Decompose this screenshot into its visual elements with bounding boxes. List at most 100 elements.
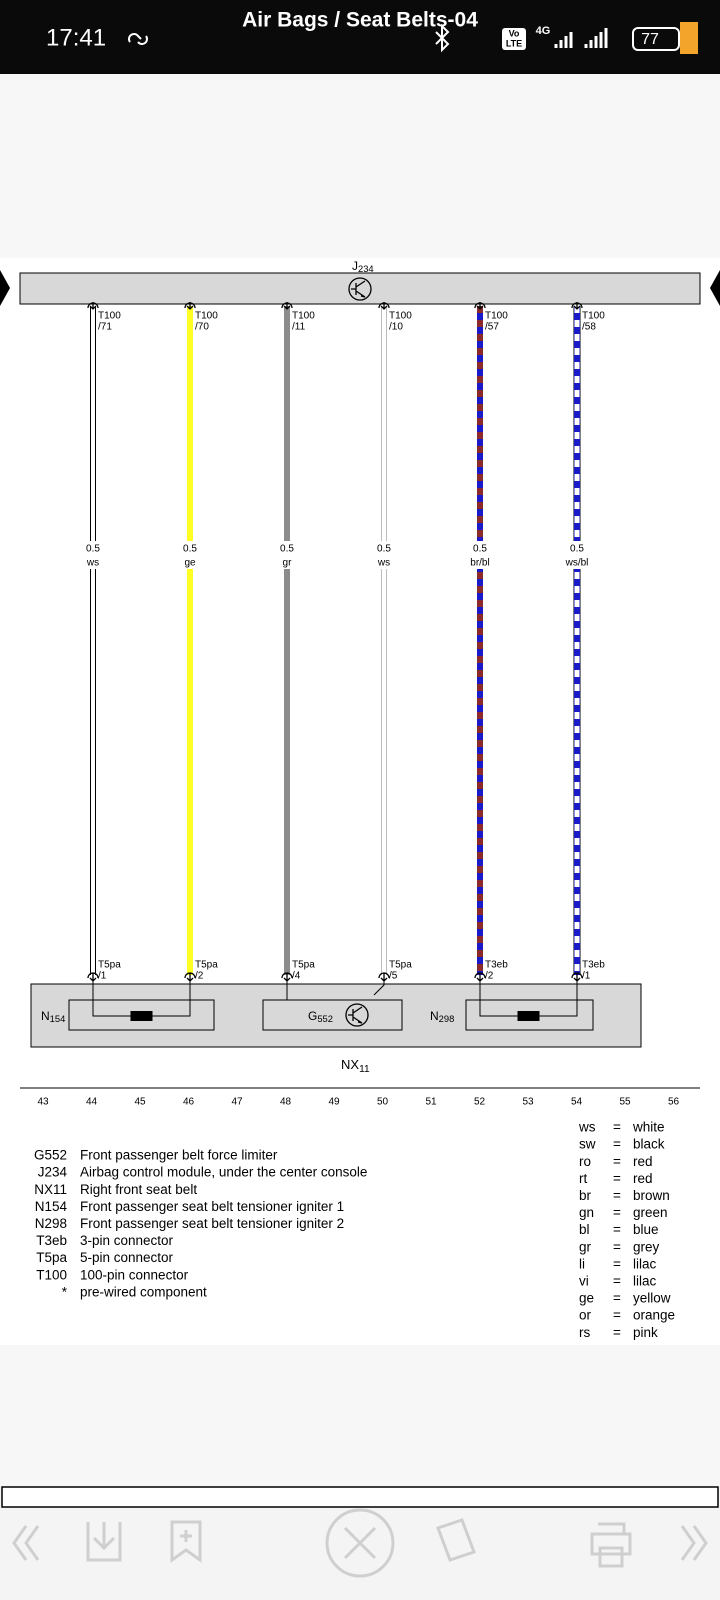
bottom-pin-label: /1 bbox=[98, 971, 107, 982]
color-code: or bbox=[579, 1308, 592, 1323]
legend-description: 100-pin connector bbox=[80, 1267, 189, 1282]
top-pin-label: /71 bbox=[98, 322, 112, 333]
legend-description: Front passenger belt force limiter bbox=[80, 1148, 278, 1163]
component-label: N298 bbox=[430, 1009, 454, 1024]
rotate-button[interactable] bbox=[436, 1518, 476, 1562]
column-number: 53 bbox=[522, 1097, 534, 1108]
legend-description: pre-wired component bbox=[80, 1284, 207, 1299]
column-number: 44 bbox=[86, 1097, 98, 1108]
bottom-connector: T5pa bbox=[98, 960, 121, 971]
color-code: rs bbox=[579, 1325, 590, 1340]
color-code: ro bbox=[579, 1154, 591, 1169]
column-number: 56 bbox=[668, 1097, 680, 1108]
legend-description: 3-pin connector bbox=[80, 1233, 174, 1248]
control-module-label: J234 bbox=[352, 259, 374, 274]
prev-page-arrow[interactable] bbox=[0, 270, 10, 306]
housing-label: NX11 bbox=[341, 1057, 370, 1074]
label-gap bbox=[567, 541, 587, 569]
top-pin bbox=[571, 302, 583, 310]
label-gap bbox=[374, 541, 394, 569]
color-code: ws bbox=[578, 1120, 596, 1135]
column-number: 52 bbox=[474, 1097, 486, 1108]
legend-description: Front passenger seat belt tensioner igni… bbox=[80, 1199, 344, 1214]
column-number: 46 bbox=[183, 1097, 195, 1108]
legend-code: N154 bbox=[35, 1199, 68, 1214]
color-code: ge bbox=[579, 1291, 594, 1306]
component-wiring bbox=[286, 981, 385, 1000]
top-connector: T100 bbox=[582, 311, 605, 322]
column-number: 49 bbox=[328, 1097, 340, 1108]
igniter-element bbox=[517, 1011, 540, 1021]
wire-size: 0.5 bbox=[377, 544, 391, 555]
color-equals: = bbox=[613, 1120, 621, 1135]
first-page-button[interactable] bbox=[12, 1525, 40, 1561]
bottom-connector: T5pa bbox=[292, 960, 315, 971]
print-button[interactable] bbox=[590, 1522, 632, 1568]
toolbar-frame bbox=[1, 1486, 719, 1508]
link-icon bbox=[128, 33, 148, 45]
component-label-sub: 154 bbox=[50, 1014, 66, 1024]
top-connector: T100 bbox=[292, 311, 315, 322]
component-label-main: N bbox=[430, 1009, 439, 1023]
color-code: gr bbox=[579, 1239, 592, 1254]
label-gap bbox=[83, 541, 103, 569]
color-name: black bbox=[633, 1137, 665, 1152]
download-button[interactable] bbox=[86, 1522, 122, 1562]
wire-color: gr bbox=[283, 558, 293, 569]
label-gap bbox=[180, 541, 200, 569]
last-page-button[interactable] bbox=[680, 1525, 708, 1561]
legend-description: Front passenger seat belt tensioner igni… bbox=[80, 1216, 344, 1231]
bookmark-button[interactable] bbox=[170, 1520, 202, 1563]
color-equals: = bbox=[613, 1154, 621, 1169]
network-type: 4G bbox=[536, 25, 551, 37]
top-pin-label: /57 bbox=[485, 322, 499, 333]
bottom-pin-label: /2 bbox=[195, 971, 204, 982]
legend-description: 5-pin connector bbox=[80, 1250, 174, 1265]
housing-label-sub: 11 bbox=[359, 1064, 370, 1075]
next-page-arrow[interactable] bbox=[710, 270, 720, 306]
column-number: 47 bbox=[231, 1097, 243, 1108]
bottom-connector: T5pa bbox=[195, 960, 218, 971]
color-equals: = bbox=[613, 1222, 621, 1237]
color-name: blue bbox=[633, 1222, 659, 1237]
color-name: pink bbox=[633, 1325, 658, 1340]
fullscreen-button[interactable] bbox=[325, 1508, 395, 1578]
color-name: red bbox=[633, 1171, 653, 1186]
color-equals: = bbox=[613, 1239, 621, 1254]
bottom-pin-label: /1 bbox=[582, 971, 591, 982]
top-connector: T100 bbox=[485, 311, 508, 322]
top-pin bbox=[184, 302, 196, 310]
component-box bbox=[262, 999, 403, 1031]
transistor-symbol bbox=[345, 1003, 369, 1027]
control-module-label-sub: 234 bbox=[358, 264, 374, 274]
top-pin-label: /11 bbox=[292, 322, 306, 333]
color-code: li bbox=[579, 1256, 585, 1271]
igniter-element bbox=[130, 1011, 153, 1021]
color-name: white bbox=[632, 1120, 665, 1135]
transistor-glyph bbox=[348, 1006, 363, 1024]
battery-level: 77 bbox=[641, 31, 659, 48]
label-gap bbox=[277, 541, 297, 569]
diagram-sheet bbox=[0, 258, 720, 1345]
component-label: G552 bbox=[308, 1009, 333, 1024]
color-name: orange bbox=[633, 1308, 675, 1323]
bottom-pin-label: /2 bbox=[485, 971, 494, 982]
column-number: 51 bbox=[425, 1097, 437, 1108]
wire-color: br/bl bbox=[470, 558, 489, 569]
app-title: Air Bags / Seat Belts-04 bbox=[242, 9, 478, 32]
bottom-pin-label: /4 bbox=[292, 971, 301, 982]
bottom-connector: T3eb bbox=[582, 960, 605, 971]
color-code: br bbox=[579, 1188, 592, 1203]
top-pin-label: /70 bbox=[195, 322, 209, 333]
wire-color: ws bbox=[86, 558, 99, 569]
bottom-connector: T3eb bbox=[485, 960, 508, 971]
top-pin-label: /10 bbox=[389, 322, 403, 333]
top-pin bbox=[281, 302, 293, 310]
legend-code: T5pa bbox=[36, 1250, 67, 1265]
bottom-pin-label: /5 bbox=[389, 971, 398, 982]
column-number: 55 bbox=[619, 1097, 631, 1108]
color-name: yellow bbox=[633, 1291, 671, 1306]
color-code: sw bbox=[579, 1137, 596, 1152]
